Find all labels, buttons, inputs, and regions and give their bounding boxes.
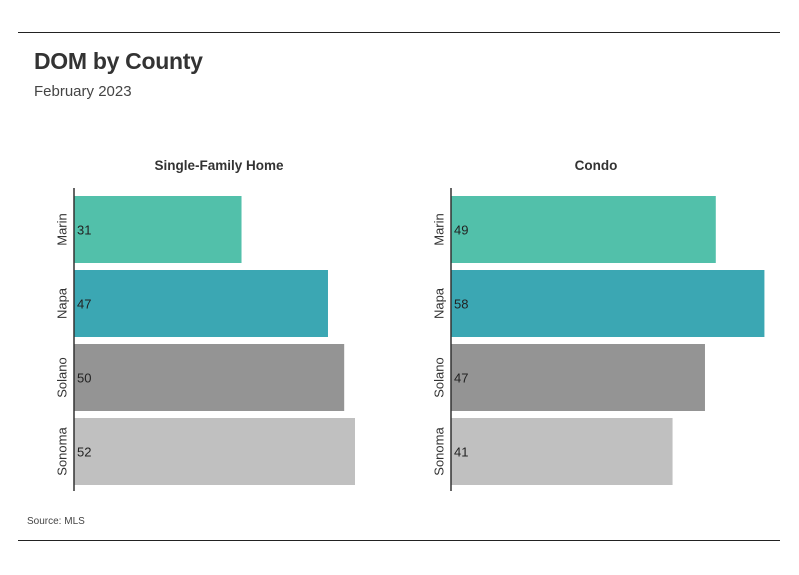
bar-chart-condo: Condo 49 Marin 58 Napa 47 Solano 41 Sonoma [432, 158, 765, 491]
panel-title-condo: Condo [575, 158, 618, 173]
value-label-condo-solano: 47 [454, 371, 468, 386]
value-label-single-family-home-sonoma: 52 [77, 445, 91, 460]
source-note: Source: MLS [27, 516, 85, 527]
bar-condo-sonoma [451, 418, 673, 485]
bar-condo-marin [451, 196, 716, 263]
panel-condo: Condo 49 Marin 58 Napa 47 Solano 41 Sonoma [377, 150, 777, 505]
bar-chart-single-family-home: Single-Family Home 31 Marin 47 Napa 50 Solano 5… [55, 158, 355, 491]
chart-subtitle: February 2023 [34, 83, 132, 100]
value-label-condo-napa: 58 [454, 297, 468, 312]
top-rule [18, 32, 780, 33]
category-label-condo-napa: Napa [432, 287, 447, 319]
bar-condo-napa [451, 270, 765, 337]
category-label-single-family-home-solano: Solano [55, 357, 70, 397]
value-label-single-family-home-solano: 50 [77, 371, 91, 386]
category-label-condo-marin: Marin [432, 213, 447, 246]
category-label-condo-solano: Solano [432, 357, 447, 397]
value-label-condo-marin: 49 [454, 223, 468, 238]
value-label-condo-sonoma: 41 [454, 445, 468, 460]
chart-title: DOM by County [34, 48, 203, 74]
category-label-single-family-home-sonoma: Sonoma [55, 427, 70, 476]
category-label-single-family-home-marin: Marin [55, 213, 70, 246]
value-label-single-family-home-marin: 31 [77, 223, 91, 238]
bottom-rule [18, 540, 780, 541]
category-label-single-family-home-napa: Napa [55, 287, 70, 319]
bar-single-family-home-sonoma [74, 418, 355, 485]
bar-single-family-home-napa [74, 270, 328, 337]
panel-title-single-family-home: Single-Family Home [154, 158, 284, 173]
value-label-single-family-home-napa: 47 [77, 297, 91, 312]
bar-single-family-home-marin [74, 196, 242, 263]
category-label-condo-sonoma: Sonoma [432, 427, 447, 476]
bar-condo-solano [451, 344, 705, 411]
panel-single-family-home: Single-Family Home 31 Marin 47 Napa 50 Solano 5… [0, 150, 400, 505]
bar-single-family-home-solano [74, 344, 345, 411]
